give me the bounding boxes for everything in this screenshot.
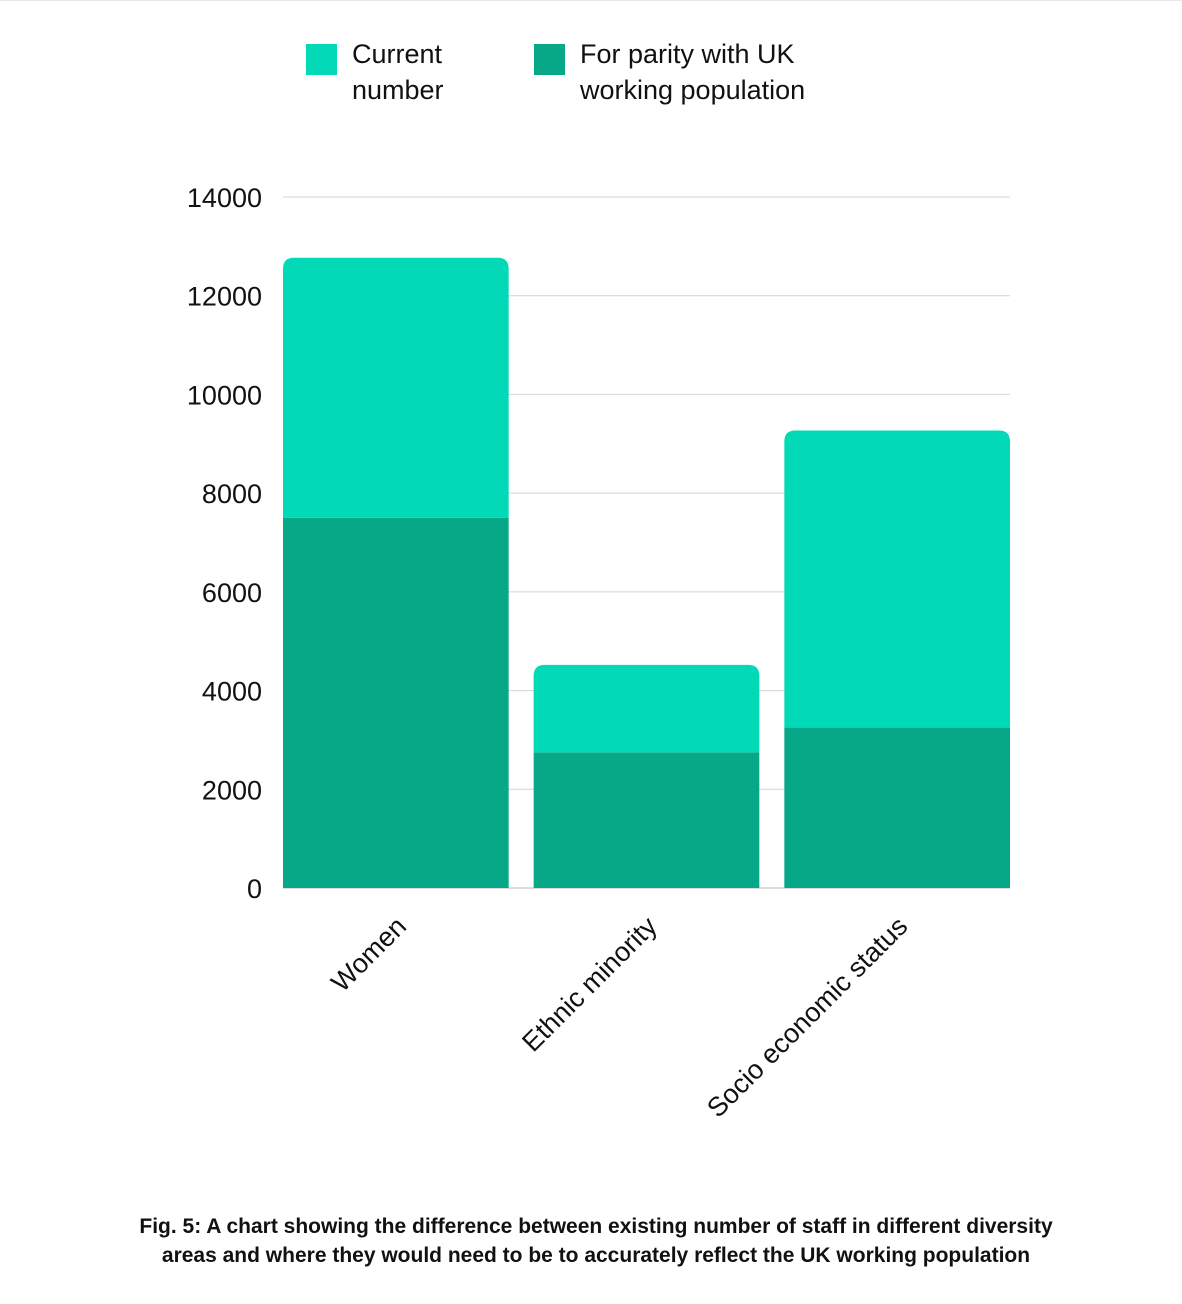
- x-tick-label: Ethnic minority: [516, 911, 663, 1058]
- y-tick-label: 6000: [202, 578, 262, 608]
- legend-label-current-number: Current number: [352, 36, 444, 108]
- x-tick-label: Women: [325, 911, 412, 998]
- y-tick-label: 4000: [202, 677, 262, 707]
- bar-segment: [283, 257, 509, 518]
- figure-caption: Fig. 5: A chart showing the difference b…: [60, 1212, 1132, 1270]
- legend-label-line: Current: [352, 39, 443, 69]
- y-tick-label: 10000: [187, 380, 262, 410]
- y-axis-tick-labels: 0 2000 4000 6000 8000 10000 12000 14000: [187, 183, 262, 904]
- y-tick-label: 0: [247, 874, 262, 904]
- legend-label-line: number: [352, 75, 444, 105]
- x-tick-label: Socio economic status: [701, 911, 913, 1123]
- caption-line-1: Fig. 5: A chart showing the difference b…: [139, 1215, 1053, 1238]
- legend-label-line: For parity with UK: [580, 39, 795, 69]
- x-axis-tick-labels: Women Ethnic minority Socio economic statu…: [325, 911, 913, 1124]
- bar-segment: [784, 727, 1010, 888]
- caption-line-2: areas and where they would need to be to…: [161, 1244, 1031, 1267]
- legend-label-line: working population: [580, 75, 806, 105]
- y-tick-label: 12000: [187, 282, 262, 312]
- bar-chart: 0 2000 4000 6000 8000 10000 12000 14000 Women Et…: [187, 183, 1010, 1124]
- bar-segment: [283, 517, 509, 888]
- top-divider: [0, 0, 1182, 1]
- bar-segment: [784, 430, 1010, 728]
- legend-swatch-parity: [534, 44, 565, 75]
- bar-segment: [533, 664, 760, 753]
- bar-segment: [533, 752, 760, 888]
- y-tick-label: 14000: [187, 183, 262, 213]
- legend-label-parity: For parity with UK working population: [580, 36, 805, 108]
- y-tick-label: 2000: [202, 775, 262, 805]
- y-tick-label: 8000: [202, 479, 262, 509]
- bars: [283, 257, 1010, 888]
- legend-swatch-current-number: [306, 44, 337, 75]
- chart-legend: Current number For parity with UK workin…: [0, 30, 1182, 110]
- legend-item-parity: For parity with UK working population: [534, 36, 805, 108]
- legend-item-current-number: Current number: [306, 36, 444, 108]
